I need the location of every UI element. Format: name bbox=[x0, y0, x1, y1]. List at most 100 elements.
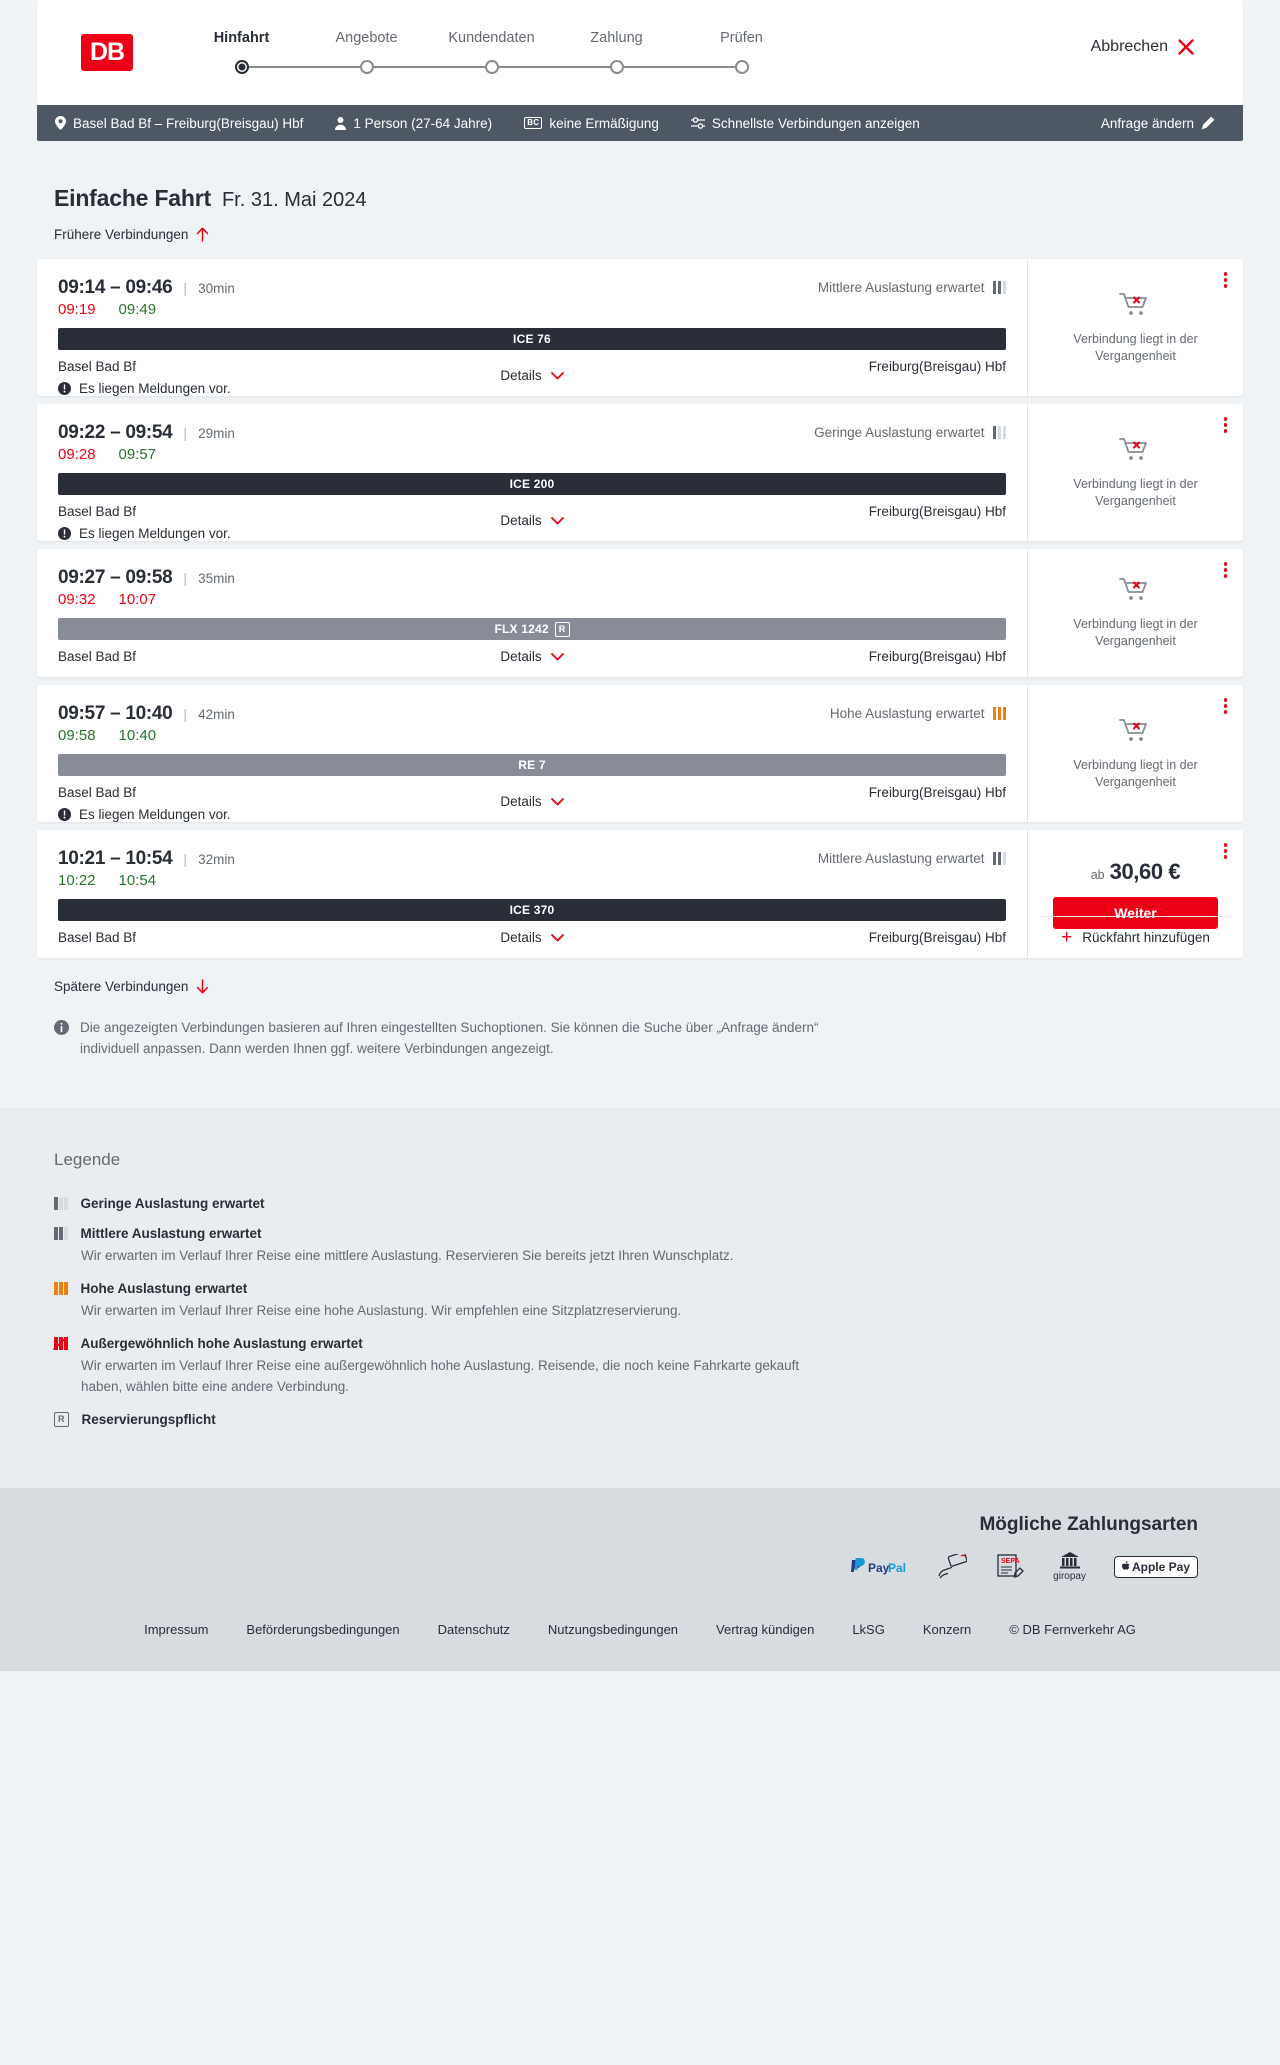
earlier-connections-label: Frühere Verbindungen bbox=[54, 227, 189, 242]
footer-link[interactable]: Nutzungsbedingungen bbox=[547, 1621, 679, 1637]
earlier-connections-button[interactable]: Frühere Verbindungen bbox=[37, 227, 209, 242]
connection-card[interactable]: 09:57 – 10:40 | 42min Hohe Auslastung erwar… bbox=[37, 685, 1243, 822]
criteria-sorting[interactable]: Schnellste Verbindungen anzeigen bbox=[690, 116, 920, 131]
footer-link[interactable]: Vertrag kündigen bbox=[716, 1621, 815, 1637]
connection-card[interactable]: 10:21 – 10:54 | 32min Mittlere Auslastung e… bbox=[37, 830, 1243, 958]
utilization-indicator: Geringe Auslastung erwartet bbox=[814, 425, 1006, 440]
connection-card[interactable]: 09:27 – 09:58 | 35min 09:32 10:07 FLX 1242 R Ba… bbox=[37, 549, 1243, 677]
utilization-icon-critical bbox=[53, 1337, 68, 1351]
info-icon bbox=[54, 1020, 69, 1035]
legend-section: Legende Geringe Auslastung erwartet Mittl… bbox=[0, 1107, 1280, 1488]
continue-button[interactable]: Weiter bbox=[1053, 897, 1218, 929]
footer-link[interactable]: Beförderungsbedingungen bbox=[246, 1621, 400, 1637]
warning-icon bbox=[58, 808, 71, 821]
duration-label: 30min bbox=[198, 281, 235, 296]
step-connector bbox=[241, 66, 367, 68]
utilization-indicator: Mittlere Auslastung erwartet bbox=[818, 280, 1006, 295]
actual-departure-time: 09:58 bbox=[58, 727, 96, 744]
details-toggle[interactable]: Details bbox=[37, 649, 1027, 664]
criteria-route[interactable]: Basel Bad Bf – Freiburg(Breisgau) Hbf bbox=[55, 116, 303, 131]
step-dot bbox=[734, 60, 749, 74]
step-label: Angebote bbox=[335, 30, 398, 46]
apple-logo-icon bbox=[1121, 1561, 1130, 1571]
step-kundendaten[interactable]: Kundendaten bbox=[429, 30, 617, 75]
connection-main: 09:22 – 09:54 | 29min Geringe Auslastung er… bbox=[37, 404, 1028, 541]
cancel-button[interactable]: Abbrechen bbox=[1091, 38, 1195, 56]
criteria-discount[interactable]: BC keine Ermäßigung bbox=[524, 116, 659, 131]
train-bar[interactable]: ICE 370 bbox=[58, 899, 1006, 921]
connection-card[interactable]: 09:14 – 09:46 | 30min Mittlere Auslastung e… bbox=[37, 259, 1243, 396]
connection-main: 09:57 – 10:40 | 42min Hohe Auslastung erwar… bbox=[37, 685, 1028, 822]
connection-menu-button[interactable] bbox=[1223, 562, 1227, 578]
departure-station: Basel Bad Bf bbox=[58, 785, 137, 800]
connection-menu-button[interactable] bbox=[1223, 843, 1227, 859]
footer-link[interactable]: Konzern bbox=[922, 1621, 972, 1637]
train-bar[interactable]: ICE 200 bbox=[58, 473, 1006, 495]
utilization-indicator: Hohe Auslastung erwartet bbox=[830, 706, 1006, 721]
connection-side: Verbindung liegt in der Vergangenheit bbox=[1028, 685, 1243, 822]
details-toggle[interactable]: Details bbox=[37, 930, 1027, 945]
departure-station: Basel Bad Bf bbox=[58, 504, 137, 519]
price-value: 30,60 € bbox=[1109, 859, 1181, 884]
connection-times: 10:21 – 10:54 | 32min bbox=[58, 848, 1006, 870]
actual-arrival-time: 10:07 bbox=[118, 591, 157, 608]
actual-departure-time: 10:22 bbox=[58, 872, 96, 889]
footer-link[interactable]: Datenschutz bbox=[437, 1621, 510, 1637]
legend-entry: Geringe Auslastung erwartet bbox=[54, 1196, 1243, 1211]
past-connection-message: Verbindung liegt in der Vergangenheit bbox=[1073, 617, 1198, 648]
connection-menu-button[interactable] bbox=[1223, 698, 1227, 714]
legend-entry-head: Mittlere Auslastung erwartet bbox=[54, 1226, 1243, 1241]
step-pruefen[interactable]: Prüfen bbox=[679, 30, 804, 75]
details-label: Details bbox=[500, 649, 542, 664]
step-angebote[interactable]: Angebote bbox=[304, 30, 492, 75]
payment-title: Mögliche Zahlungsarten bbox=[979, 1513, 1198, 1535]
db-logo[interactable]: DB bbox=[81, 34, 133, 71]
step-hinfahrt[interactable]: Hinfahrt bbox=[179, 30, 367, 75]
time-range: 09:27 – 09:58 bbox=[58, 567, 173, 588]
train-bar[interactable]: FLX 1242 R bbox=[58, 618, 1006, 640]
actual-departure-time: 09:19 bbox=[58, 301, 96, 318]
train-label: ICE 370 bbox=[509, 903, 555, 917]
legend-entry-head: Geringe Auslastung erwartet bbox=[54, 1196, 1243, 1211]
train-label: ICE 200 bbox=[509, 477, 555, 491]
train-bar[interactable]: RE 7 bbox=[58, 754, 1006, 776]
page: DB Hinfahrt Angebote Kundendaten bbox=[0, 0, 1280, 1671]
details-label: Details bbox=[500, 368, 542, 383]
details-toggle[interactable]: Details bbox=[37, 794, 1027, 809]
add-return-label: Rückfahrt hinzufügen bbox=[1082, 930, 1210, 945]
footer-link[interactable]: Impressum bbox=[144, 1621, 209, 1637]
location-pin-icon bbox=[55, 116, 66, 130]
search-criteria-bar: Basel Bad Bf – Freiburg(Breisgau) Hbf 1 … bbox=[37, 105, 1243, 141]
legend-entry-label: Mittlere Auslastung erwartet bbox=[80, 1225, 262, 1241]
footer-link[interactable]: LkSG bbox=[852, 1621, 885, 1637]
later-connections-button[interactable]: Spätere Verbindungen bbox=[37, 979, 209, 994]
legend-entry-head: Hohe Auslastung erwartet bbox=[54, 1281, 1243, 1296]
departure-station: Basel Bad Bf bbox=[58, 359, 137, 374]
connection-main: 09:14 – 09:46 | 30min Mittlere Auslastung e… bbox=[37, 259, 1028, 396]
station-row: Basel Bad Bf Freiburg(Breisgau) Hbf bbox=[58, 785, 1006, 800]
criteria-passengers[interactable]: 1 Person (27-64 Jahre) bbox=[335, 116, 492, 131]
connection-card[interactable]: 09:22 – 09:54 | 29min Geringe Auslastung er… bbox=[37, 404, 1243, 541]
train-bar[interactable]: ICE 76 bbox=[58, 328, 1006, 350]
trip-type-label: Einfache Fahrt bbox=[54, 185, 211, 211]
add-return-button[interactable]: + Rückfahrt hinzufügen bbox=[1040, 916, 1231, 958]
criteria-passengers-label: 1 Person (27-64 Jahre) bbox=[353, 115, 493, 131]
legend-entry: Hohe Auslastung erwartet Wir erwarten im … bbox=[54, 1281, 1243, 1321]
connection-times: 09:57 – 10:40 | 42min bbox=[58, 703, 1006, 725]
chevron-down-icon bbox=[550, 516, 564, 524]
connection-message: Es liegen Meldungen vor. bbox=[58, 381, 1006, 396]
creditcard-icon bbox=[937, 1552, 968, 1582]
edit-request-button[interactable]: Anfrage ändern bbox=[1101, 116, 1215, 131]
time-range: 10:21 – 10:54 bbox=[58, 848, 173, 869]
step-zahlung[interactable]: Zahlung bbox=[554, 30, 742, 75]
connection-menu-button[interactable] bbox=[1223, 417, 1227, 433]
arrival-station: Freiburg(Breisgau) Hbf bbox=[868, 785, 1006, 800]
warning-icon bbox=[58, 527, 71, 540]
past-connection-message: Verbindung liegt in der Vergangenheit bbox=[1073, 757, 1198, 789]
footer-copyright: © DB Fernverkehr AG bbox=[1009, 1621, 1136, 1637]
details-toggle[interactable]: Details bbox=[37, 368, 1027, 383]
station-row: Basel Bad Bf Freiburg(Breisgau) Hbf bbox=[58, 930, 1006, 945]
connection-menu-button[interactable] bbox=[1223, 272, 1227, 288]
legend-entry: Mittlere Auslastung erwartet Wir erwarten… bbox=[54, 1226, 1243, 1266]
details-toggle[interactable]: Details bbox=[37, 513, 1027, 528]
